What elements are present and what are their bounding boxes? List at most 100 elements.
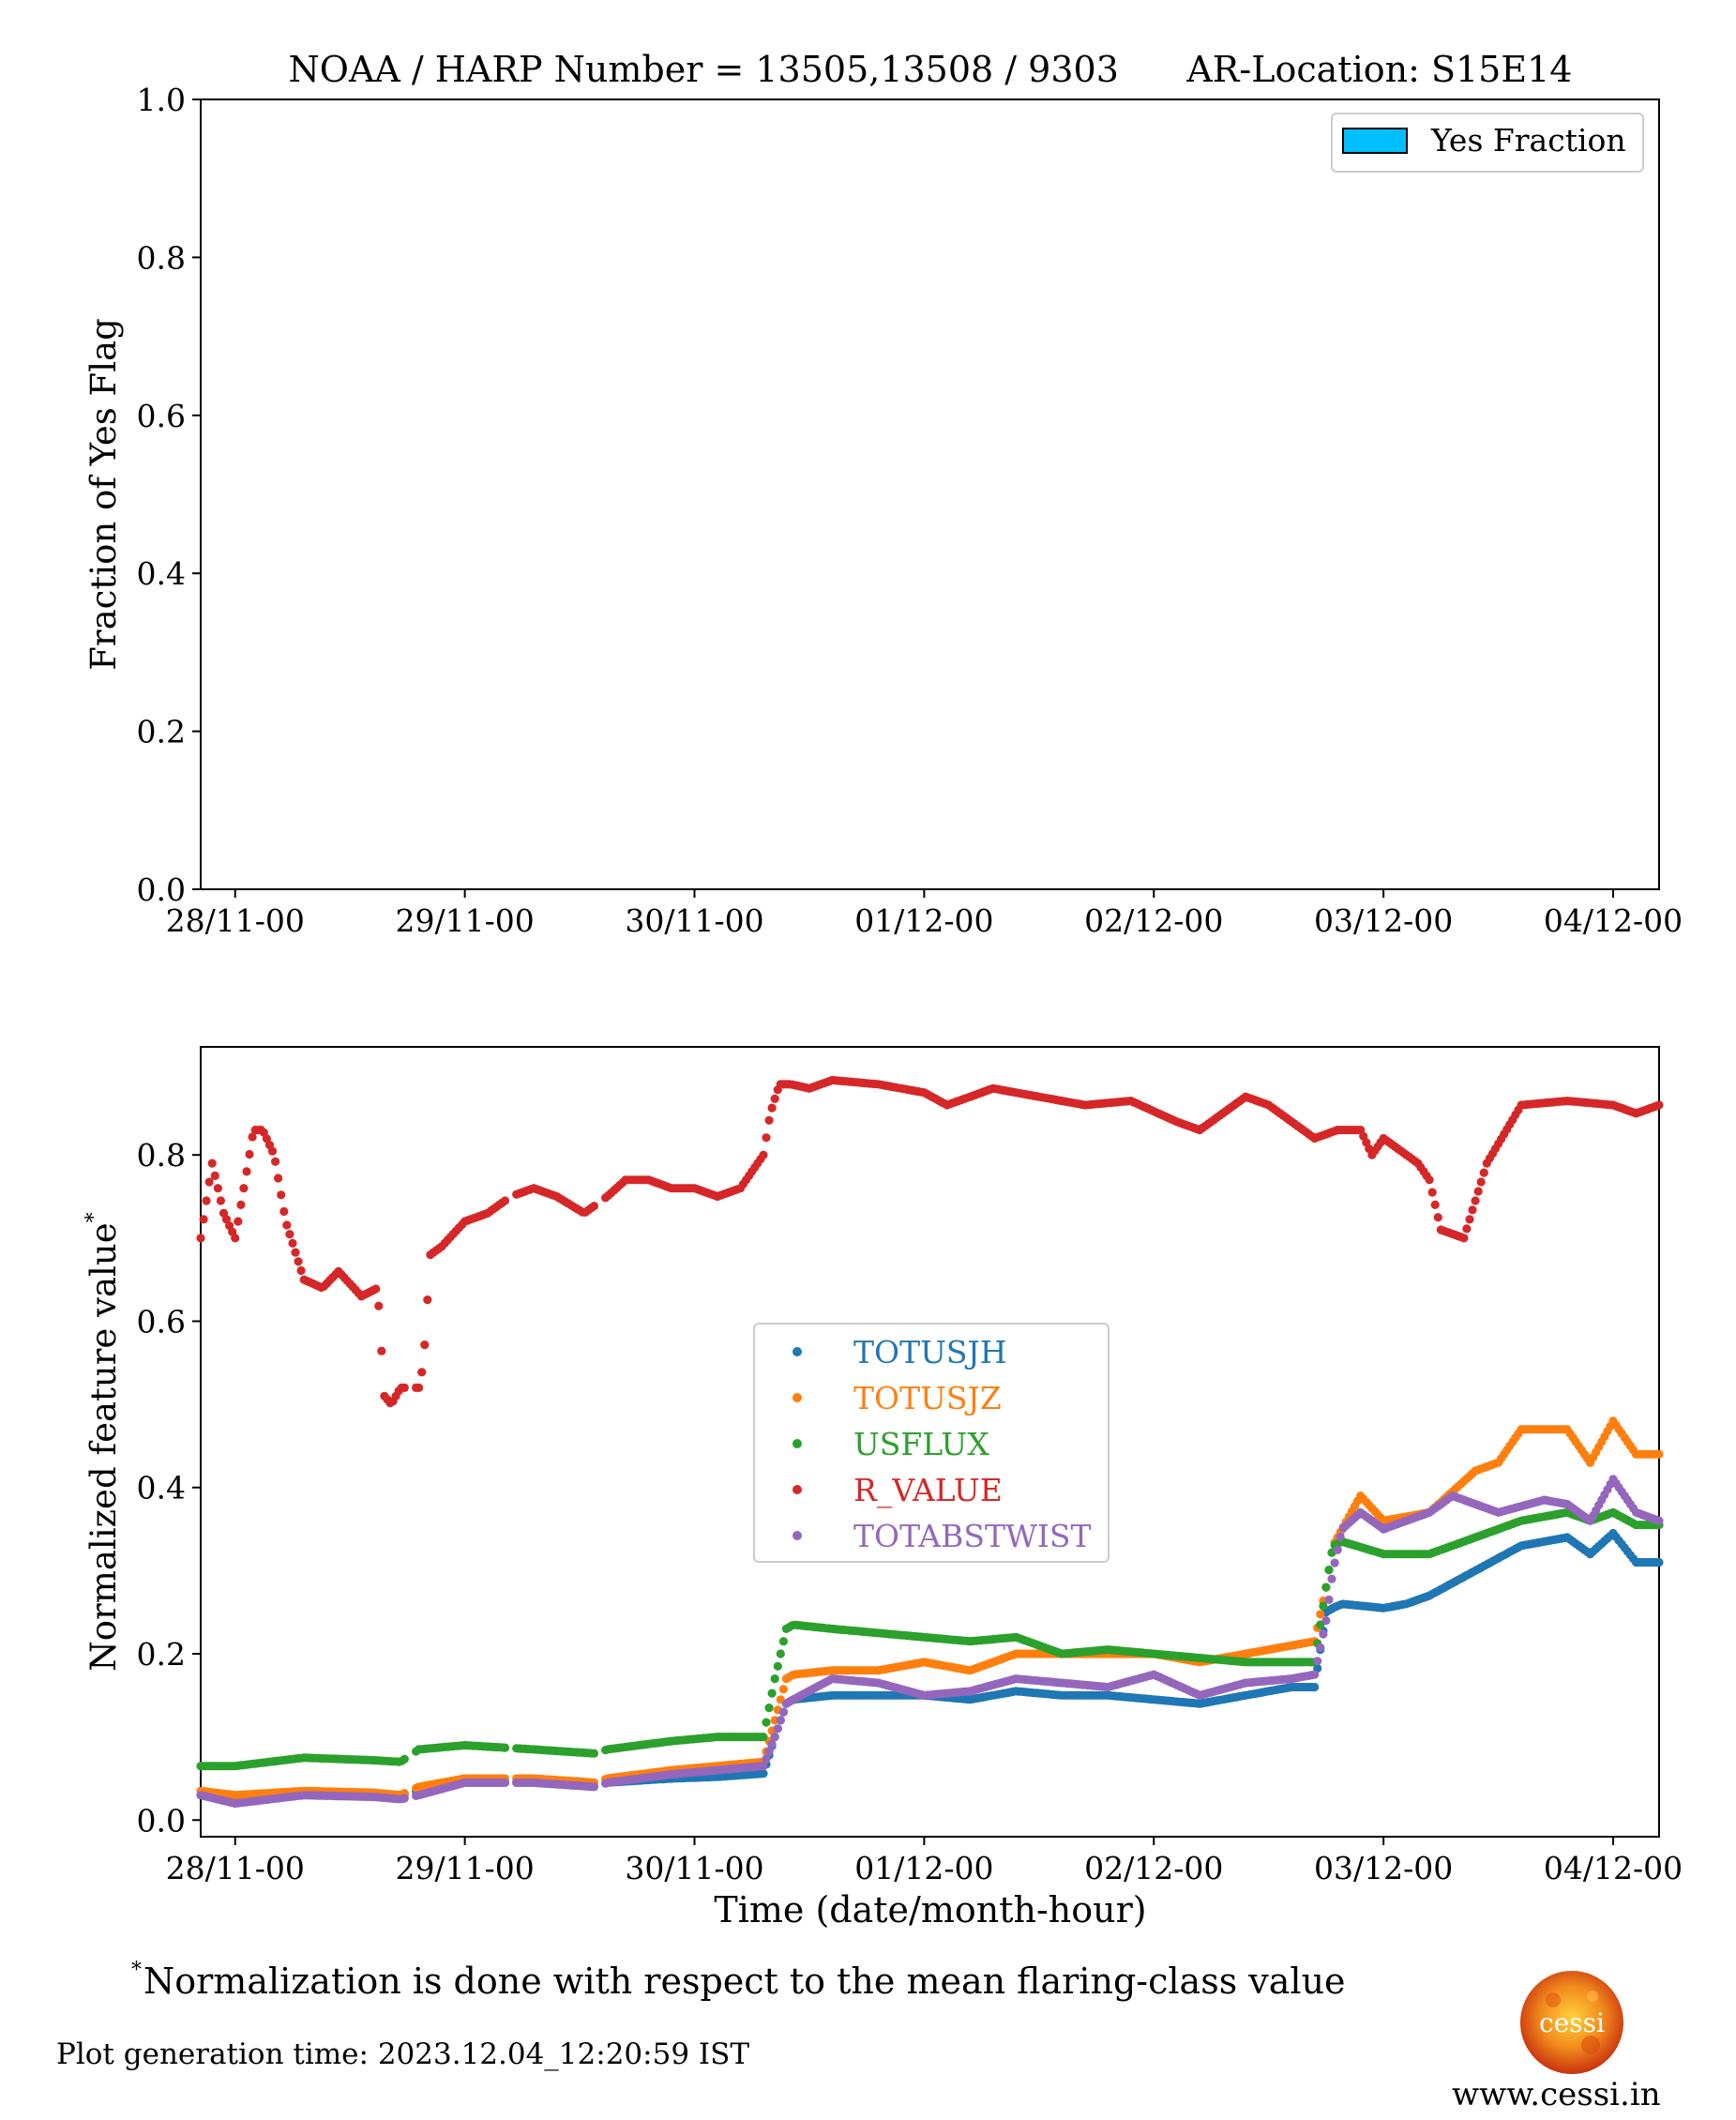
data-point: [400, 1794, 409, 1803]
data-point: [1425, 1175, 1434, 1185]
data-point: [236, 1200, 246, 1209]
data-point: [277, 1190, 286, 1200]
data-point: [271, 1157, 280, 1166]
data-point: [500, 1743, 510, 1752]
legend-marker: [793, 1439, 802, 1448]
data-point: [1319, 1629, 1328, 1639]
data-point: [1654, 1557, 1664, 1567]
data-point: [1459, 1234, 1469, 1243]
bottom-x-tick-label: 04/12-00: [1544, 1850, 1683, 1886]
data-point: [1433, 1213, 1442, 1222]
data-point: [248, 1132, 257, 1142]
bottom-y-tick-label: 0.0: [137, 1802, 186, 1839]
top-y-ticks: 0.0 0.2 0.4 0.6 0.8 1.0: [137, 82, 201, 908]
data-point: [1479, 1168, 1488, 1177]
data-point: [231, 1234, 240, 1243]
bottom-legend: TOTUSJH TOTUSJZ USFLUX R_VALUE TOTABSTWIST: [753, 1323, 1110, 1563]
bottom-x-tick-label: 01/12-00: [854, 1850, 993, 1886]
top-y-tick-label: 0.2: [137, 714, 186, 750]
legend-label: USFLUX: [853, 1426, 989, 1462]
top-y-tick-label: 0.0: [137, 871, 186, 908]
data-point: [274, 1174, 283, 1183]
data-point: [374, 1301, 384, 1310]
bottom-y-tick-label: 0.4: [137, 1470, 186, 1507]
top-y-tick-label: 0.8: [137, 239, 186, 276]
data-point: [196, 1234, 205, 1243]
data-point: [1321, 1582, 1331, 1592]
data-point: [285, 1230, 294, 1239]
top-x-tick-label: 28/11-00: [166, 902, 305, 939]
data-point: [1310, 1682, 1320, 1692]
data-point: [1333, 1545, 1342, 1554]
data-point: [1313, 1657, 1322, 1666]
data-point: [1324, 1595, 1334, 1604]
legend-marker: [793, 1531, 802, 1540]
data-point: [778, 1637, 789, 1646]
legend-marker: [793, 1347, 802, 1356]
top-x-tick-label: 02/12-00: [1084, 902, 1223, 939]
data-point: [1654, 1449, 1664, 1459]
data-point: [1324, 1566, 1334, 1575]
bottom-panel: 0.0 0.2 0.4 0.6 0.8 28/11-00 29/11-00 30/11-00…: [83, 1046, 1683, 1931]
data-point: [400, 1383, 409, 1392]
normalization-footnote: *Normalization is done with respect to t…: [131, 1959, 1346, 2002]
bottom-y-ticks: 0.0 0.2 0.4 0.6 0.8: [137, 1137, 201, 1839]
data-point: [589, 1782, 599, 1792]
data-point: [1462, 1224, 1472, 1234]
footnote-text: Normalization is done with respect to th…: [143, 1961, 1346, 2002]
data-point: [1427, 1188, 1437, 1197]
data-point: [1471, 1196, 1480, 1205]
legend-label: TOTUSJH: [853, 1334, 1007, 1370]
bottom-x-axis-label: Time (date/month-hour): [714, 1889, 1146, 1931]
data-point: [1327, 1574, 1336, 1583]
data-point: [762, 1718, 771, 1727]
data-point: [773, 1661, 782, 1671]
data-point: [294, 1257, 303, 1266]
data-point: [778, 1685, 789, 1694]
cessi-url: www.cessi.in: [1452, 2076, 1661, 2113]
data-point: [417, 1368, 427, 1377]
bottom-x-tick-label: 30/11-00: [625, 1850, 763, 1886]
data-point: [762, 1754, 771, 1764]
data-point: [199, 1215, 208, 1224]
top-x-ticks: 28/11-00 29/11-00 30/11-00 01/12-00 02/12-00…: [166, 889, 1683, 939]
data-point: [1316, 1643, 1325, 1652]
top-panel: 0.0 0.2 0.4 0.6 0.8 1.0 28/11-00 29/11-00 30/11…: [83, 82, 1683, 939]
bottom-legend-items: TOTUSJH TOTUSJZ USFLUX R_VALUE TOTABSTWIST: [793, 1334, 1092, 1554]
data-point: [213, 1184, 222, 1193]
data-point: [589, 1202, 599, 1211]
feature-points: [196, 1075, 1664, 1809]
bottom-y-tick-label: 0.8: [137, 1137, 186, 1174]
data-point: [216, 1196, 225, 1205]
bottom-x-tick-label: 28/11-00: [166, 1850, 305, 1886]
chart-title: NOAA / HARP Number = 13505,13508 / 9303 …: [289, 49, 1573, 90]
footnote-mark: *: [131, 1959, 142, 1982]
data-point: [764, 1115, 774, 1125]
bottom-x-tick-label: 29/11-00: [395, 1850, 534, 1886]
bottom-y-tick-label: 0.2: [137, 1636, 186, 1673]
data-point: [770, 1094, 779, 1103]
yes-fraction-swatch: [1342, 128, 1408, 154]
data-point: [759, 1762, 768, 1771]
bottom-y-axis-label: Normalized feature value*: [83, 1212, 124, 1671]
legend-marker: [793, 1485, 802, 1494]
data-point: [773, 1724, 782, 1734]
data-point: [1321, 1616, 1331, 1626]
data-point: [1654, 1516, 1664, 1525]
data-point: [202, 1196, 211, 1205]
data-point: [423, 1295, 432, 1305]
top-plot-area: [200, 98, 1660, 890]
yes-fraction-legend-label: Yes Fraction: [1430, 122, 1626, 159]
data-point: [207, 1158, 217, 1168]
data-point: [1336, 1532, 1345, 1541]
data-point: [770, 1674, 779, 1684]
data-point: [210, 1171, 219, 1180]
plot-generation-time: Plot generation time: 2023.12.04_12:20:5…: [56, 2037, 750, 2071]
usflux-points: [196, 1507, 1664, 1771]
data-point: [420, 1340, 430, 1350]
data-point: [234, 1217, 243, 1226]
legend-marker: [793, 1393, 802, 1402]
data-point: [762, 1133, 771, 1143]
data-point: [415, 1383, 424, 1392]
